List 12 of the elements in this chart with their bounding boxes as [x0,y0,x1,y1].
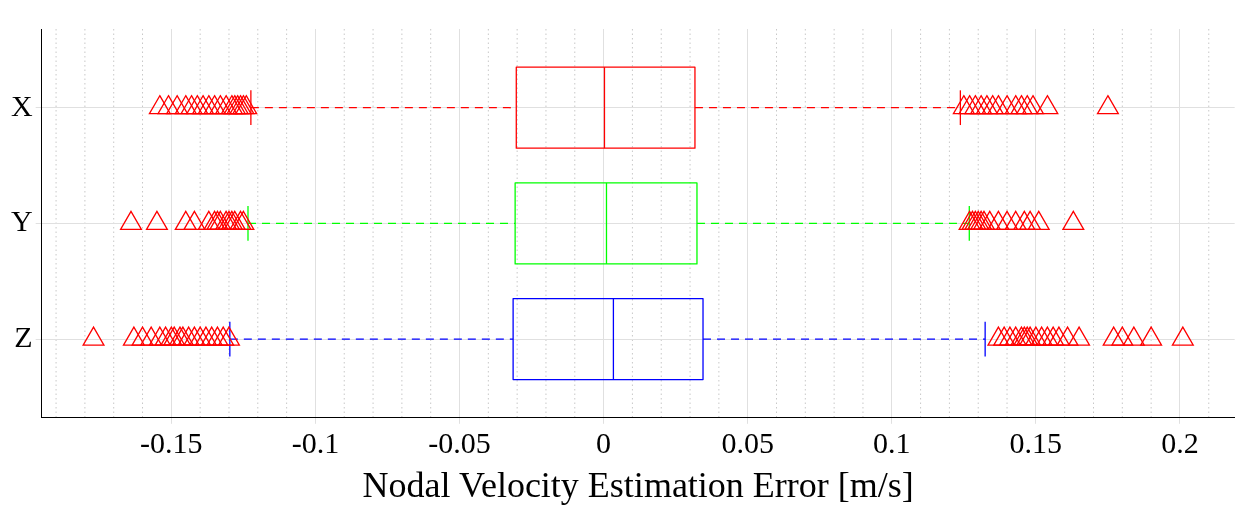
y-tick-label: Z [14,319,33,353]
x-tick-label: 0.05 [721,425,774,459]
x-tick-label: 0.15 [1009,425,1063,459]
x-tick-label: 0.1 [873,425,911,459]
x-tick-label: 0.2 [1161,425,1199,459]
x-axis-title: Nodal Velocity Estimation Error [m/s] [362,464,914,505]
x-tick-label: -0.05 [428,425,491,459]
x-tick-label: -0.1 [291,425,340,459]
x-tick-label: 0 [596,425,612,459]
y-tick-label: Y [10,204,33,238]
y-tick-label: X [10,88,33,122]
x-tick-label: -0.15 [140,425,203,459]
